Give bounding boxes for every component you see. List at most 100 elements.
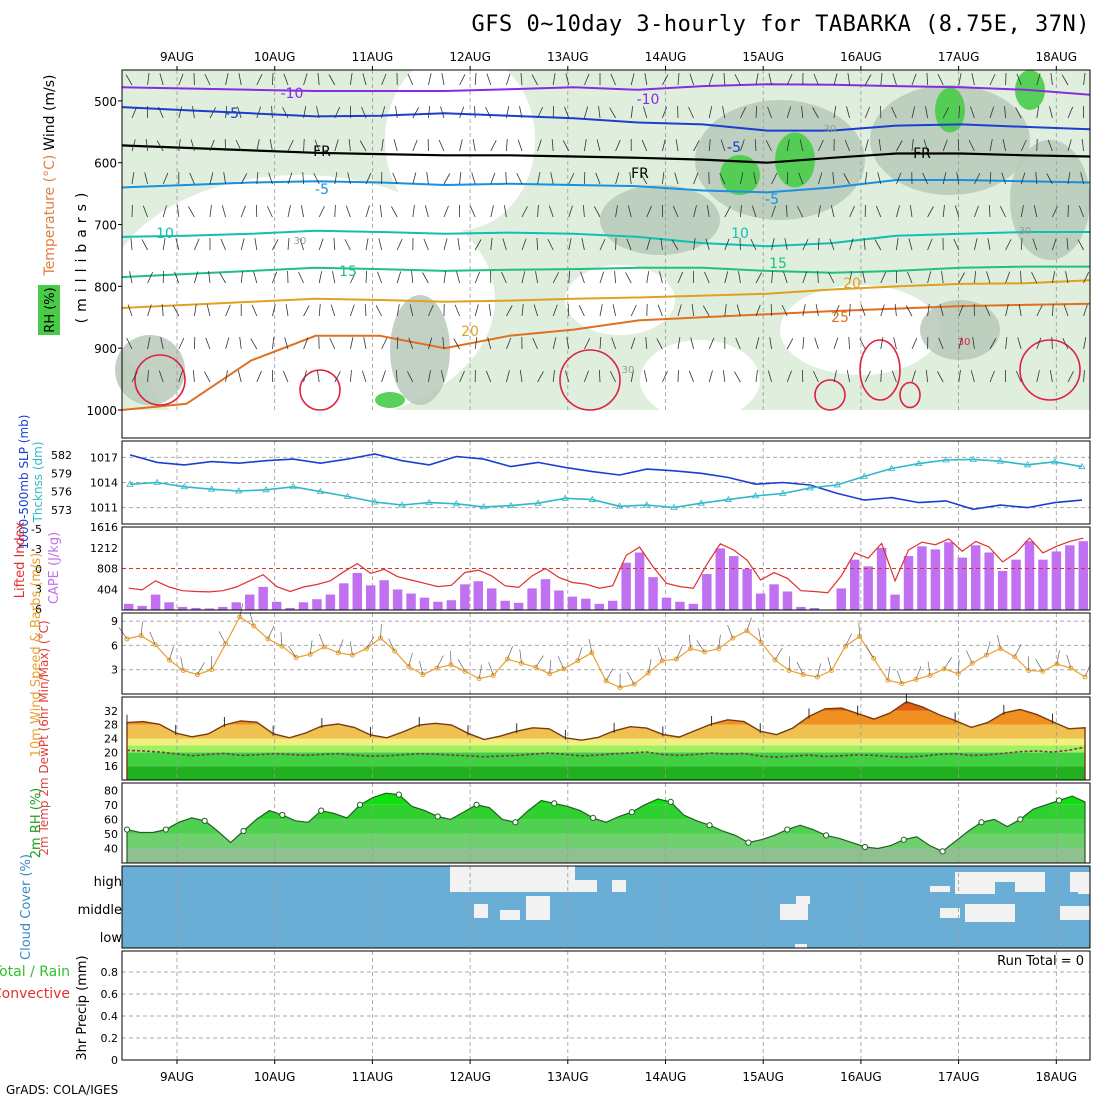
cape-bar	[150, 594, 161, 610]
wind-barb	[609, 107, 616, 119]
wind-barb	[941, 271, 944, 284]
wind-barb	[396, 271, 402, 284]
rh-band	[127, 848, 1085, 863]
wind-barb	[657, 304, 663, 317]
wind10-tick: 6	[111, 639, 118, 652]
wind-barb	[672, 205, 679, 218]
wind-barb	[567, 303, 570, 317]
rh-clear-patch	[640, 340, 760, 420]
wind-barb	[441, 73, 445, 86]
slp-tick: 1014	[90, 477, 118, 490]
wind-barb	[970, 106, 975, 119]
wind-barb	[221, 205, 226, 218]
wind-barb	[412, 107, 419, 119]
wind-barb	[802, 239, 809, 251]
wind10-barb	[419, 660, 424, 675]
wind-barb	[974, 271, 977, 284]
temp-tick: 28	[104, 719, 118, 732]
wind-barb	[156, 140, 164, 152]
wind-barb	[584, 106, 589, 119]
wind10-barb	[1056, 650, 1060, 665]
wind10-point	[504, 656, 510, 662]
wind-barb	[359, 140, 367, 152]
wind-barb	[490, 205, 494, 218]
wind-barb	[381, 370, 386, 383]
wind-barb	[599, 238, 606, 251]
wind-barb	[1005, 239, 1012, 251]
rh-dark-area	[390, 295, 450, 405]
wind-barb	[328, 74, 336, 86]
rh2m-point	[512, 819, 519, 826]
rh2m-point	[745, 839, 752, 846]
wind-barb	[303, 370, 307, 383]
wind-barb	[178, 73, 184, 86]
wind-barb	[329, 337, 336, 350]
contour-label: 30	[824, 124, 837, 135]
ylabel-li: Lifted Index	[13, 521, 28, 598]
wind-barb	[986, 271, 991, 284]
cape-bar	[473, 581, 483, 610]
wind-barb	[194, 238, 200, 251]
cloud-clear-cell	[575, 880, 597, 892]
wind-barb	[923, 139, 928, 152]
rh-dark-area	[115, 335, 185, 405]
wind-barb	[784, 238, 788, 251]
thickness-point	[479, 503, 488, 510]
wind-barb	[880, 337, 884, 350]
cloud-clear-cell	[955, 872, 995, 894]
wind-barb	[178, 337, 185, 350]
wind-barb	[237, 106, 242, 119]
wind-barb	[240, 238, 245, 251]
isotherm-30	[899, 381, 921, 409]
wind-barb	[724, 304, 727, 317]
wind-barb	[878, 139, 882, 152]
wind-barb	[1033, 205, 1038, 218]
cape-bar	[433, 601, 443, 610]
wind-barb	[927, 271, 932, 284]
cloud-tick: low	[100, 931, 123, 946]
cape-bar	[863, 566, 873, 610]
wind10-point	[533, 664, 539, 670]
wind-barb	[584, 370, 589, 383]
wind-barb	[1005, 337, 1008, 350]
li-tick: -3	[31, 543, 42, 556]
x-tick-label-bottom: 16AUG	[840, 1070, 882, 1084]
wind10-barb	[957, 659, 960, 674]
wind-barb	[1036, 106, 1040, 119]
rh2m-point	[667, 798, 674, 806]
wind-barb	[412, 139, 418, 152]
rh2m-point	[1017, 816, 1024, 823]
wind-barb	[911, 139, 914, 152]
rh-label: RH (%)	[43, 287, 58, 332]
wind10-barb	[1014, 644, 1022, 657]
wind-barb	[147, 370, 149, 383]
wind-barb	[968, 140, 975, 152]
isotherm-30	[859, 339, 901, 401]
wind-barb	[705, 238, 710, 251]
wind-barb	[490, 140, 497, 152]
wind-barb	[256, 172, 259, 185]
wind10-point	[335, 650, 341, 656]
wind-barb	[271, 106, 273, 119]
cape-bar	[675, 601, 685, 610]
wind-barb	[643, 106, 648, 119]
wind-barb	[958, 337, 963, 350]
wind-barb	[266, 205, 273, 218]
wind-barb	[849, 205, 855, 218]
wind10-point	[194, 672, 200, 678]
cape-bar	[876, 547, 887, 610]
wind-barb	[659, 271, 663, 284]
wind10-barb	[168, 646, 174, 661]
precip-tick: 0.6	[101, 988, 119, 1001]
cape-bar	[540, 579, 551, 610]
wind-barb	[521, 206, 528, 218]
rh-dark-area	[870, 85, 1030, 195]
wind-barb	[911, 370, 916, 383]
wind-barb	[954, 205, 960, 218]
wind-barb	[1083, 304, 1088, 317]
wind-barb	[767, 370, 772, 383]
wind-barb	[564, 106, 570, 119]
wind10-barb	[718, 634, 721, 649]
wind-barb	[223, 172, 226, 185]
rh2m-point	[1056, 797, 1063, 804]
